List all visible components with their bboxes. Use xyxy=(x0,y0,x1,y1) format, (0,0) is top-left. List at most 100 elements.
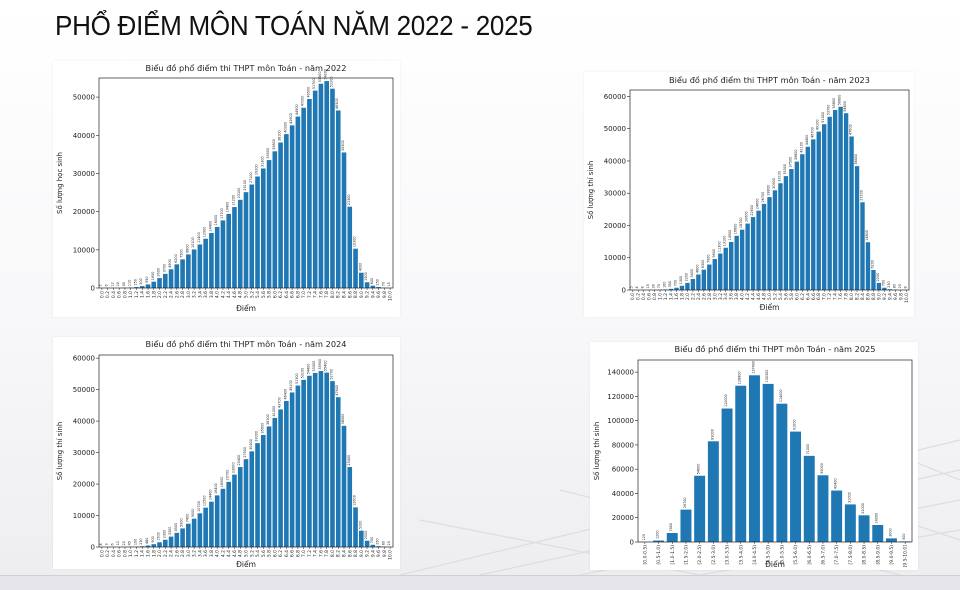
bar xyxy=(773,190,777,290)
bar-value-label: 46500 xyxy=(335,98,339,109)
bar-value-label: 500 xyxy=(902,533,906,539)
x-tick-label: 3.0 xyxy=(186,291,192,298)
bar-value-label: 1500 xyxy=(157,532,161,541)
bar-value-label: 10 xyxy=(116,541,120,545)
bar-value-label: 230 xyxy=(887,281,891,287)
x-axis-label: Điểm xyxy=(236,304,256,313)
x-tick-label: 8.0 xyxy=(849,293,855,300)
x-tick-label: 1.0 xyxy=(658,293,664,300)
bar-value-label: 25400 xyxy=(347,455,351,466)
bar xyxy=(336,110,341,288)
bar-value-label: 49100 xyxy=(289,380,293,391)
x-tick-label: 8.8 xyxy=(353,550,359,557)
bar-value-label: 1200 xyxy=(656,530,660,539)
x-tick-label: 7.8 xyxy=(844,293,850,300)
bar-value-label: 7900 xyxy=(706,254,710,263)
x-tick-label: 9.0 xyxy=(359,550,365,557)
x-tick-label: 6.2 xyxy=(800,293,806,300)
x-tick-label: 1.8 xyxy=(679,293,685,300)
y-tick-label: 20000 xyxy=(73,208,95,216)
x-tick-label: 9.8 xyxy=(382,291,388,298)
bar-value-label: 54600 xyxy=(697,464,701,475)
bar xyxy=(722,409,733,542)
bar xyxy=(734,236,738,290)
bar-value-label: 480 xyxy=(145,538,149,544)
bar-value-label: 4000 xyxy=(358,263,362,272)
bar xyxy=(680,286,684,290)
bar-value-label: 53500 xyxy=(318,72,322,83)
bar xyxy=(718,254,722,290)
bar xyxy=(192,519,197,547)
x-tick-label: 8.2 xyxy=(855,293,861,300)
bar-value-label: 49500 xyxy=(306,87,310,98)
y-tick-label: 20000 xyxy=(604,222,626,230)
x-tick-label: 0.0 xyxy=(99,550,105,557)
x-tick-label: 2.2 xyxy=(163,550,169,557)
x-tick-label: 4.4 xyxy=(226,291,232,298)
bar xyxy=(724,248,728,290)
x-tick-label: 1.4 xyxy=(669,293,675,300)
x-tick-label: 5.2 xyxy=(249,550,255,557)
bar-value-label: 27100 xyxy=(249,172,253,183)
bar-value-label: 91000 xyxy=(793,419,797,430)
bar xyxy=(319,84,324,288)
x-axis-label: Điểm xyxy=(760,303,780,312)
bar-value-label: 41000 xyxy=(272,406,276,417)
bar xyxy=(844,113,848,290)
x-tick-label: 8.6 xyxy=(865,293,871,300)
x-tick-label: 6.8 xyxy=(816,293,822,300)
chart-2024-svg: Biểu đồ phổ điểm thi THPT môn Toán - năm… xyxy=(53,337,400,569)
x-tick-label: 3.6 xyxy=(203,291,209,298)
x-tick-label: 6.2 xyxy=(278,550,284,557)
x-tick-label: 4.2 xyxy=(220,550,226,557)
y-tick-label: 30000 xyxy=(73,170,95,178)
x-tick-label: 7.6 xyxy=(318,550,324,557)
bar-value-label: 54800 xyxy=(843,101,847,112)
bar xyxy=(307,376,312,547)
bar xyxy=(151,282,156,288)
bar xyxy=(169,269,174,288)
x-tick-label: [2.5-3.0) xyxy=(711,545,717,565)
bar-value-label: 33000 xyxy=(255,431,259,442)
y-tick-label: 0 xyxy=(91,544,95,552)
bar xyxy=(290,392,295,547)
x-tick-label: 2.2 xyxy=(163,291,169,298)
bar-value-label: 2300 xyxy=(162,530,166,539)
bar xyxy=(735,386,746,542)
bar xyxy=(203,239,208,288)
bar-value-label: 38100 xyxy=(278,130,282,141)
x-tick-label: 7.2 xyxy=(307,550,313,557)
bar-value-label: 11400 xyxy=(197,232,201,243)
y-tick-label: 120000 xyxy=(607,393,634,401)
bar-value-label: 3400 xyxy=(690,269,694,278)
y-tick-label: 60000 xyxy=(612,466,634,474)
bar xyxy=(255,177,260,288)
x-tick-label: 7.0 xyxy=(822,293,828,300)
x-tick-label: 8.4 xyxy=(342,291,348,298)
bar-value-label: 71000 xyxy=(806,444,810,455)
chart-title: Biểu đồ phổ điểm thi THPT môn Toán - năm… xyxy=(675,344,876,354)
x-tick-label: 7.8 xyxy=(324,291,330,298)
bar xyxy=(209,233,214,288)
bar xyxy=(365,282,370,288)
x-tick-label: [9.0-9.5) xyxy=(889,545,895,565)
bar-value-label: 137400 xyxy=(751,361,755,374)
x-tick-label: 9.4 xyxy=(370,550,376,557)
x-tick-label: 5.2 xyxy=(772,293,778,300)
bar xyxy=(296,386,301,547)
bar-value-label: 33100 xyxy=(777,171,781,182)
bar-value-label: 160 xyxy=(663,282,667,288)
bar xyxy=(278,143,283,288)
bar-value-label: 83000 xyxy=(710,429,714,440)
bar-value-label: 51700 xyxy=(312,78,316,89)
bar xyxy=(146,284,151,288)
chart-2024: Biểu đồ phổ điểm thi THPT môn Toán - năm… xyxy=(53,337,400,569)
bar xyxy=(198,244,203,288)
bar xyxy=(249,451,254,547)
bar xyxy=(806,147,810,290)
x-tick-label: 5.6 xyxy=(261,291,267,298)
bar-value-label: 54400 xyxy=(306,364,310,375)
bottom-scroll-bar[interactable] xyxy=(0,575,960,590)
x-tick-label: 1.2 xyxy=(663,293,669,300)
x-tick-label: 3.0 xyxy=(712,293,718,300)
